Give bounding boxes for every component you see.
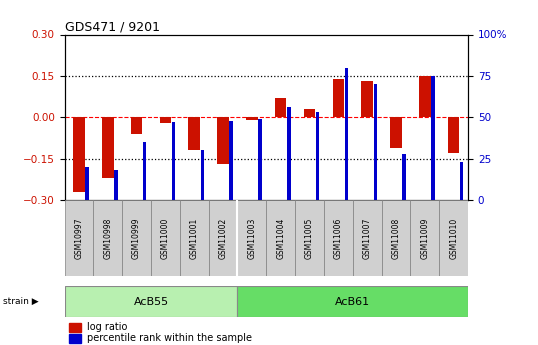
Bar: [258, 119, 261, 200]
Bar: [390, 117, 402, 148]
Bar: [419, 76, 430, 117]
Bar: [69, 334, 81, 343]
Bar: [94, 200, 122, 276]
Bar: [316, 112, 320, 200]
Bar: [188, 117, 200, 150]
Bar: [332, 79, 344, 117]
Text: AcB55: AcB55: [133, 297, 168, 307]
Text: GSM10999: GSM10999: [132, 217, 141, 259]
Bar: [295, 200, 324, 276]
Bar: [439, 200, 468, 276]
Bar: [402, 154, 406, 200]
Bar: [246, 117, 258, 120]
Bar: [65, 286, 237, 317]
Text: GSM11002: GSM11002: [218, 217, 228, 259]
Bar: [114, 170, 118, 200]
Text: GSM11000: GSM11000: [161, 217, 170, 259]
Text: GSM11007: GSM11007: [363, 217, 372, 259]
Bar: [237, 200, 266, 276]
Bar: [73, 117, 84, 192]
Text: GSM11008: GSM11008: [392, 217, 400, 259]
Bar: [229, 121, 233, 200]
Text: log ratio: log ratio: [87, 322, 127, 332]
Bar: [143, 142, 146, 200]
Bar: [209, 200, 237, 276]
Bar: [324, 200, 353, 276]
Bar: [410, 200, 439, 276]
Bar: [353, 200, 381, 276]
Bar: [217, 117, 229, 164]
Bar: [237, 286, 468, 317]
Bar: [373, 84, 377, 200]
Bar: [65, 200, 94, 276]
Bar: [287, 107, 291, 200]
Bar: [102, 117, 114, 178]
Bar: [304, 109, 315, 117]
Bar: [266, 200, 295, 276]
Text: GSM11004: GSM11004: [276, 217, 285, 259]
Bar: [151, 200, 180, 276]
Text: AcB61: AcB61: [335, 297, 370, 307]
Text: GSM10997: GSM10997: [74, 217, 83, 259]
Text: GSM10998: GSM10998: [103, 217, 112, 259]
Text: GSM11010: GSM11010: [449, 217, 458, 259]
Bar: [160, 117, 171, 123]
Bar: [381, 200, 410, 276]
Text: GSM11001: GSM11001: [190, 217, 199, 259]
Text: GSM11003: GSM11003: [247, 217, 257, 259]
Bar: [180, 200, 209, 276]
Bar: [448, 117, 459, 153]
Text: percentile rank within the sample: percentile rank within the sample: [87, 333, 252, 343]
Bar: [122, 200, 151, 276]
Text: GSM11005: GSM11005: [305, 217, 314, 259]
Bar: [460, 162, 463, 200]
Bar: [431, 76, 435, 200]
Bar: [172, 122, 175, 200]
Text: GSM11009: GSM11009: [420, 217, 429, 259]
Text: strain ▶: strain ▶: [3, 297, 38, 306]
Bar: [275, 98, 286, 117]
Text: GSM11006: GSM11006: [334, 217, 343, 259]
Bar: [362, 81, 373, 117]
Bar: [86, 167, 89, 200]
Text: GDS471 / 9201: GDS471 / 9201: [65, 20, 160, 33]
Bar: [69, 323, 81, 332]
Bar: [201, 150, 204, 200]
Bar: [345, 68, 348, 200]
Bar: [131, 117, 143, 134]
